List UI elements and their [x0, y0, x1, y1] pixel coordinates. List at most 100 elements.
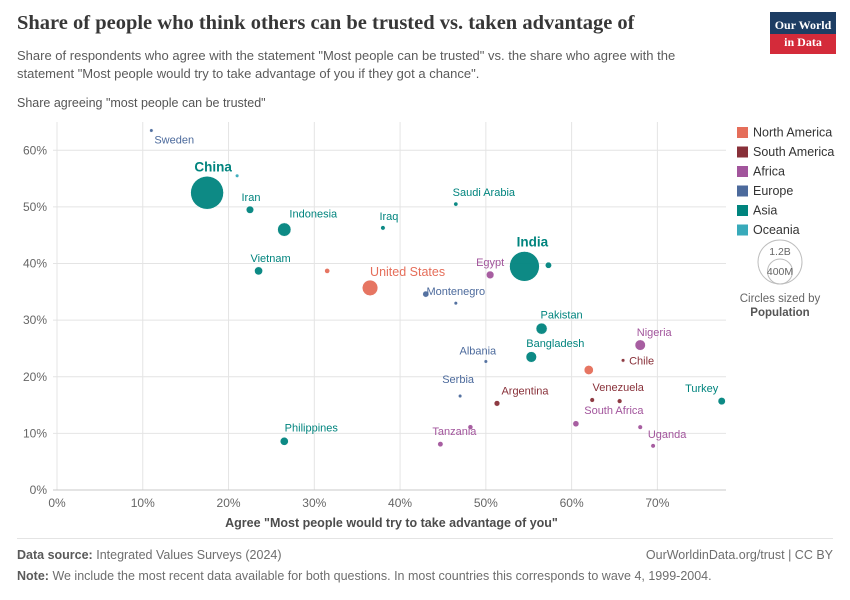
legend-item-south-america[interactable]: South America: [737, 145, 834, 159]
size-legend-circle-small: [767, 258, 793, 285]
data-point-pakistan[interactable]: [535, 322, 548, 335]
data-point-philippines[interactable]: [279, 436, 289, 446]
x-axis-title: Agree "Most people would try to take adv…: [225, 516, 558, 530]
chart-note-label: Note:: [17, 569, 49, 583]
legend-label-oceania: Oceania: [753, 223, 800, 237]
data-label-nigeria: Nigeria: [637, 327, 673, 339]
legend-item-europe[interactable]: Europe: [737, 184, 793, 198]
data-label-chile: Chile: [629, 355, 654, 367]
data-point-iran[interactable]: [245, 205, 254, 214]
size-legend-caption-1: Circles sized by: [740, 293, 821, 305]
data-point-unlabeled[interactable]: [324, 268, 330, 274]
data-point-venezuela[interactable]: [589, 397, 595, 403]
chart-subtitle: Share of respondents who agree with the …: [17, 48, 676, 82]
data-label-china: China: [194, 159, 232, 174]
legend-swatch-north-america: [737, 127, 748, 138]
data-label-bangladesh: Bangladesh: [526, 338, 584, 350]
data-point-unlabeled[interactable]: [545, 261, 552, 269]
y-tick-label: 0%: [30, 483, 48, 497]
data-point-unlabeled[interactable]: [583, 365, 594, 375]
data-point-saudi-arabia[interactable]: [453, 201, 459, 207]
data-label-argentina: Argentina: [501, 385, 549, 397]
legend-item-oceania[interactable]: Oceania: [737, 223, 800, 237]
x-tick-label: 40%: [388, 496, 412, 510]
data-label-albania: Albania: [459, 345, 497, 357]
data-label-united-states: United States: [370, 265, 445, 279]
data-label-philippines: Philippines: [285, 422, 339, 434]
legend-label-north-america: North America: [753, 126, 832, 140]
legend-label-europe: Europe: [753, 184, 793, 198]
data-point-unlabeled[interactable]: [235, 173, 240, 178]
owid-logo[interactable]: Our World in Data: [770, 12, 836, 54]
data-label-indonesia: Indonesia: [289, 209, 338, 221]
data-point-bangladesh[interactable]: [525, 351, 537, 363]
data-point-vietnam[interactable]: [254, 266, 263, 276]
data-point-iraq[interactable]: [380, 225, 386, 231]
data-point-nigeria[interactable]: [634, 339, 646, 351]
legend-swatch-africa: [737, 166, 748, 177]
data-source-value[interactable]: Integrated Values Surveys (2024): [96, 548, 282, 562]
data-point-united-states[interactable]: [362, 279, 379, 296]
data-point-south-africa[interactable]: [572, 420, 580, 428]
data-source: Data source: Integrated Values Surveys (…: [17, 548, 282, 562]
data-point-china[interactable]: [190, 176, 224, 210]
y-tick-label: 30%: [23, 313, 47, 327]
owid-logo-line2: in Data: [770, 34, 836, 54]
data-point-albania[interactable]: [483, 359, 488, 364]
data-label-vietnam: Vietnam: [250, 253, 290, 265]
x-tick-label: 20%: [217, 496, 241, 510]
data-point-egypt[interactable]: [486, 270, 495, 279]
y-tick-label: 10%: [23, 426, 47, 440]
x-tick-label: 30%: [302, 496, 326, 510]
data-source-label: Data source:: [17, 548, 93, 562]
legend-label-africa: Africa: [753, 165, 785, 179]
x-tick-label: 50%: [474, 496, 498, 510]
legend-item-north-america[interactable]: North America: [737, 126, 832, 140]
legend-item-asia[interactable]: Asia: [737, 204, 777, 218]
y-tick-label: 60%: [23, 143, 47, 157]
legend-label-asia: Asia: [753, 204, 777, 218]
size-legend-caption-2: Population: [750, 307, 809, 319]
data-point-sweden[interactable]: [149, 128, 154, 133]
data-point-chile[interactable]: [621, 358, 626, 363]
legend-swatch-asia: [737, 205, 748, 216]
x-tick-label: 60%: [560, 496, 584, 510]
data-point-serbia[interactable]: [458, 393, 463, 399]
page-title: Share of people who think others can be …: [17, 12, 635, 34]
data-point-unlabeled[interactable]: [467, 424, 474, 430]
data-point-montenegro[interactable]: [453, 301, 458, 306]
data-label-tanzania: Tanzania: [432, 426, 477, 438]
data-label-saudi-arabia: Saudi Arabia: [453, 187, 516, 199]
y-axis-title: Share agreeing "most people can be trust…: [17, 96, 266, 110]
data-point-uganda[interactable]: [650, 443, 656, 449]
legend-swatch-europe: [737, 185, 748, 197]
data-label-uganda: Uganda: [648, 429, 687, 441]
size-legend-small-label: 400M: [767, 266, 793, 278]
scatter-plot[interactable]: 0% 10% 20% 30% 40% 50% 60% 70% 0% 10% 20% 30% 40% 50%…: [0, 112, 850, 538]
chart-note-text: We include the most recent data availabl…: [52, 569, 712, 583]
data-point-india[interactable]: [509, 251, 540, 282]
footer-divider: [17, 538, 833, 539]
legend-swatch-oceania: [737, 224, 748, 236]
y-tick-label: 50%: [23, 200, 47, 214]
data-point-indonesia[interactable]: [277, 222, 292, 237]
data-label-serbia: Serbia: [442, 374, 475, 386]
data-point-unlabeled[interactable]: [422, 290, 430, 298]
y-tick-label: 20%: [23, 370, 47, 384]
chart-note: Note: We include the most recent data av…: [17, 569, 833, 583]
data-point-unlabeled[interactable]: [637, 424, 643, 430]
data-label-turkey: Turkey: [685, 383, 719, 395]
x-tick-label: 0%: [48, 496, 66, 510]
data-point-argentina[interactable]: [493, 400, 501, 407]
data-point-turkey[interactable]: [717, 397, 726, 406]
legend-item-africa[interactable]: Africa: [737, 165, 785, 179]
data-point-unlabeled[interactable]: [617, 398, 623, 404]
data-label-south-africa: South Africa: [584, 405, 644, 417]
data-point-tanzania[interactable]: [437, 441, 444, 448]
license-link[interactable]: OurWorldinData.org/trust | CC BY: [645, 548, 833, 562]
y-tick-label: 40%: [23, 257, 47, 271]
size-legend: 1.2B 400M Circles sized by Population: [740, 239, 821, 319]
legend-swatch-south-america: [737, 146, 748, 158]
data-label-egypt: Egypt: [476, 257, 504, 269]
